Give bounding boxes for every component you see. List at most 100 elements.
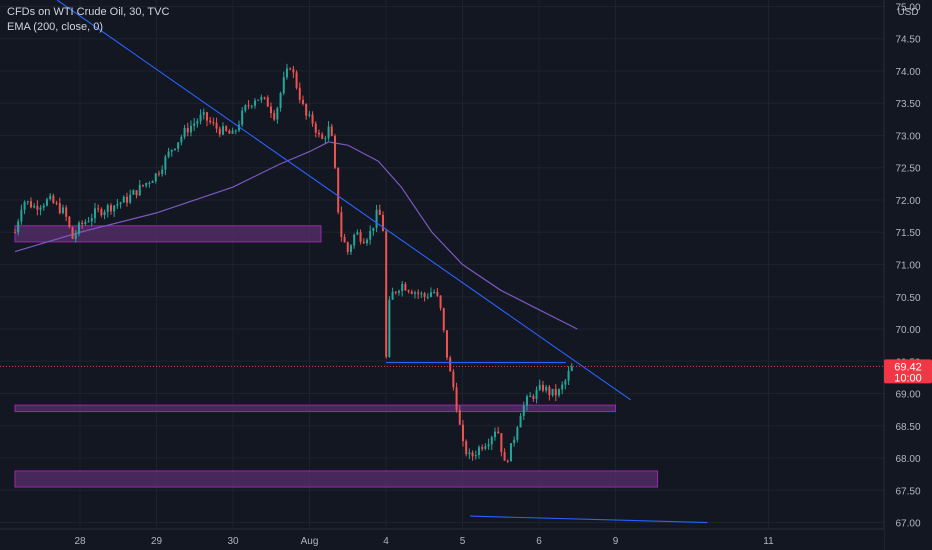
candle-body	[116, 204, 119, 206]
candle-body	[449, 357, 452, 372]
candle-body	[497, 431, 500, 434]
symbol-title[interactable]: CFDs on WTI Crude Oil, 30, TVC	[7, 6, 170, 18]
candle-body	[103, 211, 106, 216]
time-tick-label: Aug	[301, 536, 319, 547]
currency-label: USD	[897, 7, 918, 18]
candle-body	[263, 97, 266, 99]
candle-body	[465, 441, 468, 455]
candle-body	[202, 112, 205, 115]
candle-body	[180, 136, 183, 143]
candle-body	[77, 222, 80, 234]
candle-body	[13, 232, 16, 234]
candle-body	[52, 195, 55, 203]
candle-body	[231, 130, 234, 134]
candle-body	[513, 439, 516, 444]
trendline[interactable]	[56, 0, 632, 401]
ema-series	[14, 141, 578, 330]
candle-body	[68, 216, 71, 228]
candle-body	[541, 384, 544, 391]
candle-body	[189, 125, 192, 133]
price-axis-panel[interactable]	[884, 0, 932, 550]
candle-body	[525, 396, 528, 406]
candle-body	[196, 121, 199, 124]
candle-body	[218, 128, 221, 135]
candle-body	[413, 292, 416, 294]
candle-body	[74, 233, 77, 239]
candle-body	[45, 199, 48, 206]
candle-body	[26, 201, 29, 203]
price-tag-background	[884, 359, 932, 384]
candle-body	[391, 291, 394, 300]
candle-body	[445, 330, 448, 358]
support-zone[interactable]	[14, 225, 322, 243]
candle-body	[173, 148, 176, 150]
candle-body	[401, 284, 404, 292]
price-tag-value: 69.42	[894, 361, 922, 373]
candle-body	[301, 99, 304, 105]
support-zone[interactable]	[14, 404, 617, 413]
candle-body	[221, 126, 224, 135]
candle-body	[295, 72, 298, 88]
candle-body	[330, 126, 333, 136]
candle-body	[122, 196, 125, 203]
price-tick-label: 68.50	[895, 422, 920, 433]
candle-body	[493, 431, 496, 438]
candle-body	[241, 110, 244, 125]
candle-body	[356, 232, 359, 235]
candle-body	[39, 207, 42, 210]
candle-body	[458, 410, 461, 425]
price-tick-label: 70.50	[895, 293, 920, 304]
candle-body	[42, 205, 45, 208]
candle-body	[429, 292, 432, 297]
candle-body	[177, 142, 180, 149]
candle-body	[29, 201, 32, 208]
candle-body	[372, 227, 375, 231]
price-tick-label: 73.50	[895, 99, 920, 110]
candle-body	[292, 69, 295, 73]
candle-body	[327, 126, 330, 139]
candle-body	[84, 221, 87, 225]
trendline[interactable]	[470, 515, 708, 524]
candle-body	[289, 68, 292, 70]
candle-body	[362, 241, 365, 244]
support-zone[interactable]	[14, 470, 659, 488]
candle-body	[417, 292, 420, 294]
candle-body	[484, 446, 487, 449]
price-tick-label: 74.50	[895, 35, 920, 46]
candle-body	[509, 443, 512, 462]
candle-body	[71, 227, 74, 239]
candle-body	[548, 386, 551, 396]
candle-body	[375, 209, 378, 228]
candle-body	[215, 122, 218, 129]
candle-body	[17, 221, 20, 233]
candle-body	[109, 205, 112, 212]
candle-body	[298, 87, 301, 100]
candle-body	[500, 433, 503, 453]
candle-body	[225, 126, 228, 131]
candle-body	[554, 388, 557, 396]
candle-body	[333, 135, 336, 168]
price-tick-label: 70.00	[895, 325, 920, 336]
trendlines[interactable]	[56, 0, 708, 524]
candle-body	[426, 296, 429, 298]
candle-body	[285, 68, 288, 78]
candle-body	[551, 388, 554, 396]
candle-body	[90, 218, 93, 222]
candle-body	[257, 99, 260, 101]
price-tick-label: 68.00	[895, 454, 920, 465]
chart-legend[interactable]: CFDs on WTI Crude Oil, 30, TVC EMA (200,…	[7, 5, 169, 35]
candle-body	[503, 452, 506, 461]
candle-body	[359, 232, 362, 242]
time-axis-panel[interactable]	[0, 529, 884, 550]
candle-body	[474, 455, 477, 457]
candle-body	[305, 104, 308, 116]
candle-body	[65, 207, 68, 217]
time-tick-label: 5	[460, 536, 466, 547]
candle-body	[442, 308, 445, 331]
candle-body	[567, 370, 570, 381]
price-tick-label: 69.00	[895, 390, 920, 401]
candle-body	[481, 447, 484, 449]
candle-body	[439, 295, 442, 309]
indicator-label[interactable]: EMA (200, close, 0)	[7, 21, 103, 33]
